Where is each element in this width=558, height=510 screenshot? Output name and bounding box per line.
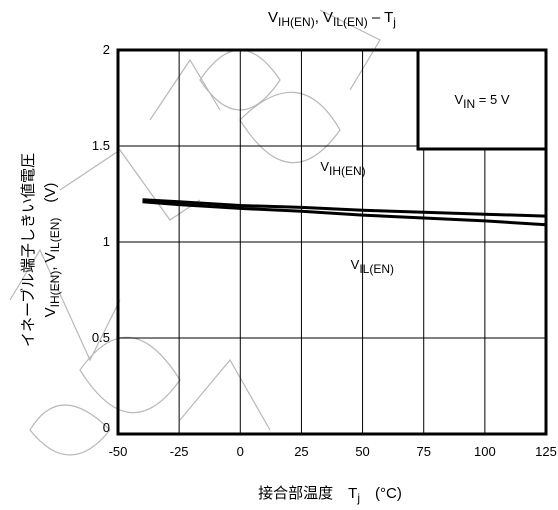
condition-box — [416, 48, 548, 151]
x-tick-label: 50 — [355, 444, 369, 459]
series-labels: VIH(EN) VIL(EN) — [320, 159, 394, 276]
y-tick-label: 0 — [103, 420, 110, 435]
condition-text: VIN = 5 V — [455, 92, 510, 111]
series-label-vih: VIH(EN) — [320, 159, 365, 178]
y-axis-label-2: VIH(EN), VIL(EN) (V) — [42, 183, 62, 318]
x-tick-label: -50 — [109, 444, 128, 459]
x-tick-label: 25 — [294, 444, 308, 459]
series-line-vih — [142, 198, 547, 218]
x-tick-label: 75 — [416, 444, 430, 459]
chart-title: VIH(EN), VIL(EN) – Tj — [268, 9, 396, 29]
series-label-vil: VIL(EN) — [351, 257, 394, 276]
x-tick-label: 0 — [237, 444, 244, 459]
watermark — [9, 9, 381, 456]
x-tick-label: -25 — [170, 444, 189, 459]
x-tick-label: 125 — [535, 444, 557, 459]
plot-frame — [116, 48, 548, 436]
y-axis-label: イネーブル端子しきい値電圧 — [19, 153, 37, 347]
y-axis-label-line1: イネーブル端子しきい値電圧 — [19, 153, 37, 347]
y-tick-label: 0.5 — [92, 330, 110, 345]
y-tick-label: 2 — [103, 42, 110, 57]
series — [142, 198, 547, 227]
x-tick-label: 100 — [474, 444, 496, 459]
y-axis-label-line2: VIH(EN), VIL(EN) (V) — [42, 183, 62, 318]
series-line-vil — [142, 200, 547, 227]
y-tick-label: 1 — [103, 234, 110, 249]
tick-labels: -50 -25 0 25 50 75 100 125 0 0.5 1 1.5 2 — [92, 42, 557, 459]
y-tick-label: 1.5 — [92, 138, 110, 153]
x-axis-label: 接合部温度 Tj (°C) — [258, 485, 402, 505]
